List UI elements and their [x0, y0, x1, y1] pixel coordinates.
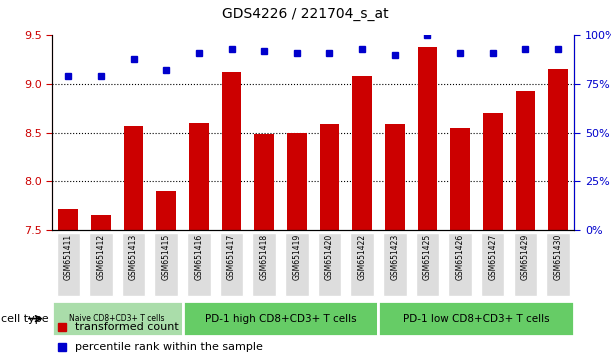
FancyBboxPatch shape — [52, 301, 183, 336]
FancyBboxPatch shape — [415, 233, 439, 296]
Bar — [222, 73, 241, 230]
FancyBboxPatch shape — [89, 233, 112, 296]
Text: GSM651425: GSM651425 — [423, 234, 432, 280]
Bar — [91, 216, 111, 230]
FancyBboxPatch shape — [122, 233, 145, 296]
FancyBboxPatch shape — [350, 233, 374, 296]
Text: GSM651415: GSM651415 — [162, 234, 170, 280]
Text: GSM651417: GSM651417 — [227, 234, 236, 280]
Text: GSM651413: GSM651413 — [129, 234, 138, 280]
Bar — [516, 91, 535, 230]
FancyBboxPatch shape — [481, 233, 505, 296]
Text: GSM651416: GSM651416 — [194, 234, 203, 280]
FancyBboxPatch shape — [378, 301, 574, 336]
FancyBboxPatch shape — [285, 233, 309, 296]
Text: GSM651429: GSM651429 — [521, 234, 530, 280]
FancyBboxPatch shape — [220, 233, 243, 296]
Bar — [320, 124, 339, 230]
Text: PD-1 high CD8+CD3+ T cells: PD-1 high CD8+CD3+ T cells — [205, 314, 356, 324]
Bar — [189, 123, 208, 230]
Bar — [450, 128, 470, 230]
Text: PD-1 low CD8+CD3+ T cells: PD-1 low CD8+CD3+ T cells — [403, 314, 550, 324]
Bar — [417, 47, 437, 230]
Text: GSM651430: GSM651430 — [554, 234, 563, 280]
Bar — [156, 191, 176, 230]
Text: GSM651423: GSM651423 — [390, 234, 399, 280]
Bar — [124, 126, 144, 230]
FancyBboxPatch shape — [546, 233, 570, 296]
Bar — [483, 113, 502, 230]
FancyBboxPatch shape — [318, 233, 341, 296]
Bar — [353, 76, 372, 230]
Bar — [385, 124, 404, 230]
Text: GSM651418: GSM651418 — [260, 234, 269, 280]
Text: GSM651422: GSM651422 — [357, 234, 367, 280]
FancyBboxPatch shape — [56, 233, 80, 296]
Text: GSM651420: GSM651420 — [325, 234, 334, 280]
Text: GDS4226 / 221704_s_at: GDS4226 / 221704_s_at — [222, 7, 389, 21]
FancyBboxPatch shape — [155, 233, 178, 296]
FancyBboxPatch shape — [514, 233, 537, 296]
Text: GSM651426: GSM651426 — [456, 234, 464, 280]
FancyBboxPatch shape — [187, 233, 211, 296]
Bar — [548, 69, 568, 230]
Bar — [59, 209, 78, 230]
FancyBboxPatch shape — [383, 233, 406, 296]
Text: GSM651419: GSM651419 — [292, 234, 301, 280]
Text: transformed count: transformed count — [75, 322, 179, 332]
Text: GSM651412: GSM651412 — [97, 234, 106, 280]
Bar — [254, 134, 274, 230]
Text: GSM651427: GSM651427 — [488, 234, 497, 280]
FancyBboxPatch shape — [252, 233, 276, 296]
Text: GSM651411: GSM651411 — [64, 234, 73, 280]
FancyBboxPatch shape — [448, 233, 472, 296]
Text: percentile rank within the sample: percentile rank within the sample — [75, 342, 263, 352]
Text: cell type: cell type — [1, 314, 49, 324]
Bar — [287, 133, 307, 230]
Text: Naive CD8+CD3+ T cells: Naive CD8+CD3+ T cells — [70, 314, 165, 323]
FancyBboxPatch shape — [183, 301, 378, 336]
